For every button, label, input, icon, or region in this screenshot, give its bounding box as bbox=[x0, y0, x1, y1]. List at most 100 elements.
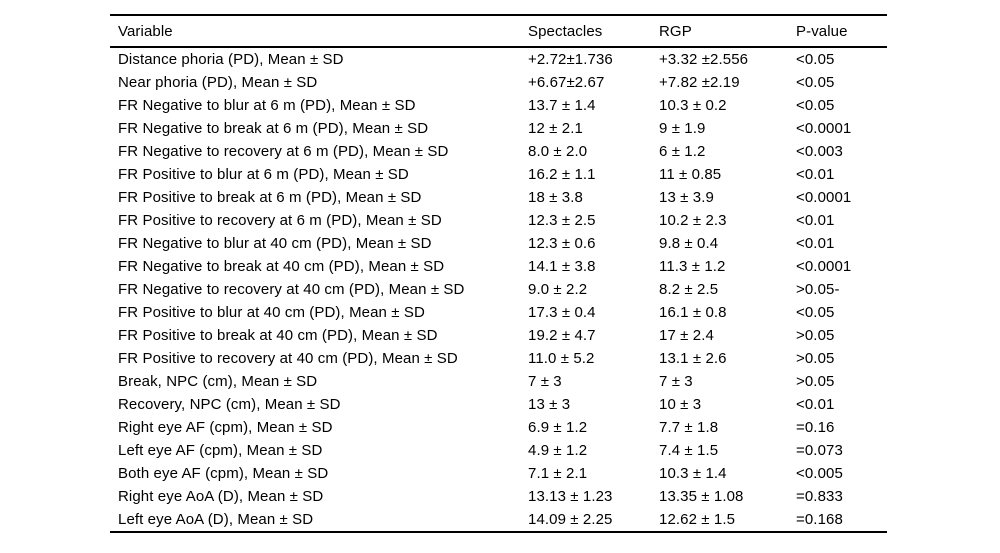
table-row: FR Negative to recovery at 40 cm (PD), M… bbox=[110, 278, 887, 301]
cell-rgp: 9 ± 1.9 bbox=[659, 120, 706, 137]
table-row: Right eye AF (cpm), Mean ± SD 6.9 ± 1.2 … bbox=[110, 416, 887, 439]
table-bottom-rule bbox=[110, 531, 887, 533]
cell-rgp: 7 ± 3 bbox=[659, 373, 693, 390]
cell-rgp: 12.62 ± 1.5 bbox=[659, 511, 736, 528]
cell-p-value: <0.005 bbox=[796, 465, 843, 482]
cell-spectacles: 14.1 ± 3.8 bbox=[528, 258, 596, 275]
cell-p-value: <0.01 bbox=[796, 212, 835, 229]
cell-variable: FR Negative to recovery at 40 cm (PD), M… bbox=[118, 281, 465, 298]
cell-spectacles: 14.09 ± 2.25 bbox=[528, 511, 613, 528]
cell-p-value: =0.073 bbox=[796, 442, 843, 459]
cell-spectacles: 16.2 ± 1.1 bbox=[528, 166, 596, 183]
cell-p-value: >0.05 bbox=[796, 373, 835, 390]
cell-rgp: 10.2 ± 2.3 bbox=[659, 212, 727, 229]
cell-spectacles: +2.72±1.736 bbox=[528, 51, 613, 68]
cell-p-value: <0.01 bbox=[796, 166, 835, 183]
cell-variable: FR Negative to break at 40 cm (PD), Mean… bbox=[118, 258, 445, 275]
cell-p-value: <0.05 bbox=[796, 97, 835, 114]
cell-rgp: 16.1 ± 0.8 bbox=[659, 304, 727, 321]
cell-rgp: 7.7 ± 1.8 bbox=[659, 419, 719, 436]
table-row: FR Positive to break at 40 cm (PD), Mean… bbox=[110, 324, 887, 347]
cell-rgp: 13 ± 3.9 bbox=[659, 189, 714, 206]
table-row: FR Positive to break at 6 m (PD), Mean ±… bbox=[110, 186, 887, 209]
table-row: Right eye AoA (D), Mean ± SD 13.13 ± 1.2… bbox=[110, 485, 887, 508]
table-header-rule bbox=[110, 46, 887, 48]
cell-variable: FR Positive to blur at 40 cm (PD), Mean … bbox=[118, 304, 425, 321]
cell-p-value: >0.05- bbox=[796, 281, 840, 298]
table-row: FR Positive to recovery at 6 m (PD), Mea… bbox=[110, 209, 887, 232]
cell-rgp: 9.8 ± 0.4 bbox=[659, 235, 719, 252]
cell-rgp: 11.3 ± 1.2 bbox=[659, 258, 726, 275]
cell-p-value: <0.05 bbox=[796, 51, 835, 68]
cell-spectacles: 13 ± 3 bbox=[528, 396, 571, 413]
table-body: Distance phoria (PD), Mean ± SD +2.72±1.… bbox=[110, 48, 887, 531]
table-row: Break, NPC (cm), Mean ± SD 7 ± 3 7 ± 3 >… bbox=[110, 370, 887, 393]
cell-rgp: 7.4 ± 1.5 bbox=[659, 442, 719, 459]
cell-spectacles: 19.2 ± 4.7 bbox=[528, 327, 596, 344]
table-row: Left eye AF (cpm), Mean ± SD 4.9 ± 1.2 7… bbox=[110, 439, 887, 462]
cell-rgp: 6 ± 1.2 bbox=[659, 143, 706, 160]
cell-variable: FR Positive to break at 40 cm (PD), Mean… bbox=[118, 327, 438, 344]
cell-spectacles: 6.9 ± 1.2 bbox=[528, 419, 588, 436]
cell-rgp: 10.3 ± 0.2 bbox=[659, 97, 727, 114]
table-row: FR Negative to break at 6 m (PD), Mean ±… bbox=[110, 117, 887, 140]
table-row: Both eye AF (cpm), Mean ± SD 7.1 ± 2.1 1… bbox=[110, 462, 887, 485]
cell-variable: FR Positive to break at 6 m (PD), Mean ±… bbox=[118, 189, 422, 206]
cell-rgp: 10 ± 3 bbox=[659, 396, 702, 413]
cell-p-value: <0.0001 bbox=[796, 120, 852, 137]
paper-table: Variable Spectacles RGP P-value Distance… bbox=[110, 14, 887, 533]
table-row: FR Negative to break at 40 cm (PD), Mean… bbox=[110, 255, 887, 278]
cell-variable: FR Positive to recovery at 6 m (PD), Mea… bbox=[118, 212, 442, 229]
cell-rgp: +7.82 ±2.19 bbox=[659, 74, 740, 91]
cell-p-value: <0.01 bbox=[796, 396, 835, 413]
cell-spectacles: 7.1 ± 2.1 bbox=[528, 465, 588, 482]
cell-spectacles: 9.0 ± 2.2 bbox=[528, 281, 588, 298]
cell-variable: Distance phoria (PD), Mean ± SD bbox=[118, 51, 344, 68]
cell-variable: FR Negative to break at 6 m (PD), Mean ±… bbox=[118, 120, 429, 137]
cell-spectacles: 12.3 ± 0.6 bbox=[528, 235, 596, 252]
cell-spectacles: 13.7 ± 1.4 bbox=[528, 97, 596, 114]
table-row: FR Positive to blur at 40 cm (PD), Mean … bbox=[110, 301, 887, 324]
cell-variable: Recovery, NPC (cm), Mean ± SD bbox=[118, 396, 341, 413]
cell-rgp: 13.1 ± 2.6 bbox=[659, 350, 727, 367]
column-header-rgp: RGP bbox=[659, 22, 692, 40]
cell-spectacles: 13.13 ± 1.23 bbox=[528, 488, 613, 505]
cell-variable: Near phoria (PD), Mean ± SD bbox=[118, 74, 318, 91]
cell-variable: Both eye AF (cpm), Mean ± SD bbox=[118, 465, 329, 482]
cell-spectacles: 12.3 ± 2.5 bbox=[528, 212, 596, 229]
cell-spectacles: 12 ± 2.1 bbox=[528, 120, 583, 137]
cell-p-value: <0.05 bbox=[796, 74, 835, 91]
table-row: FR Negative to blur at 40 cm (PD), Mean … bbox=[110, 232, 887, 255]
table-row: FR Negative to blur at 6 m (PD), Mean ± … bbox=[110, 94, 887, 117]
cell-variable: Left eye AoA (D), Mean ± SD bbox=[118, 511, 314, 528]
cell-spectacles: 17.3 ± 0.4 bbox=[528, 304, 596, 321]
column-header-variable: Variable bbox=[118, 22, 173, 40]
cell-p-value: <0.05 bbox=[796, 304, 835, 321]
table-row: FR Negative to recovery at 6 m (PD), Mea… bbox=[110, 140, 887, 163]
cell-p-value: >0.05 bbox=[796, 327, 835, 344]
cell-rgp: 11 ± 0.85 bbox=[659, 166, 722, 183]
cell-rgp: +3.32 ±2.556 bbox=[659, 51, 749, 68]
cell-spectacles: 8.0 ± 2.0 bbox=[528, 143, 588, 160]
cell-spectacles: +6.67±2.67 bbox=[528, 74, 605, 91]
table-row: Near phoria (PD), Mean ± SD +6.67±2.67 +… bbox=[110, 71, 887, 94]
cell-p-value: <0.0001 bbox=[796, 189, 852, 206]
table-row: FR Positive to recovery at 40 cm (PD), M… bbox=[110, 347, 887, 370]
cell-variable: FR Negative to blur at 6 m (PD), Mean ± … bbox=[118, 97, 416, 114]
cell-p-value: >0.05 bbox=[796, 350, 835, 367]
table-row: FR Positive to blur at 6 m (PD), Mean ± … bbox=[110, 163, 887, 186]
cell-spectacles: 11.0 ± 5.2 bbox=[528, 350, 595, 367]
cell-rgp: 13.35 ± 1.08 bbox=[659, 488, 744, 505]
table-row: Distance phoria (PD), Mean ± SD +2.72±1.… bbox=[110, 48, 887, 71]
cell-variable: FR Negative to recovery at 6 m (PD), Mea… bbox=[118, 143, 449, 160]
table-row: Recovery, NPC (cm), Mean ± SD 13 ± 3 10 … bbox=[110, 393, 887, 416]
cell-rgp: 8.2 ± 2.5 bbox=[659, 281, 719, 298]
cell-spectacles: 7 ± 3 bbox=[528, 373, 562, 390]
cell-spectacles: 4.9 ± 1.2 bbox=[528, 442, 588, 459]
cell-variable: Right eye AF (cpm), Mean ± SD bbox=[118, 419, 333, 436]
cell-spectacles: 18 ± 3.8 bbox=[528, 189, 583, 206]
cell-variable: FR Negative to blur at 40 cm (PD), Mean … bbox=[118, 235, 432, 252]
cell-variable: Right eye AoA (D), Mean ± SD bbox=[118, 488, 324, 505]
cell-p-value: =0.168 bbox=[796, 511, 843, 528]
column-header-p-value: P-value bbox=[796, 22, 848, 40]
